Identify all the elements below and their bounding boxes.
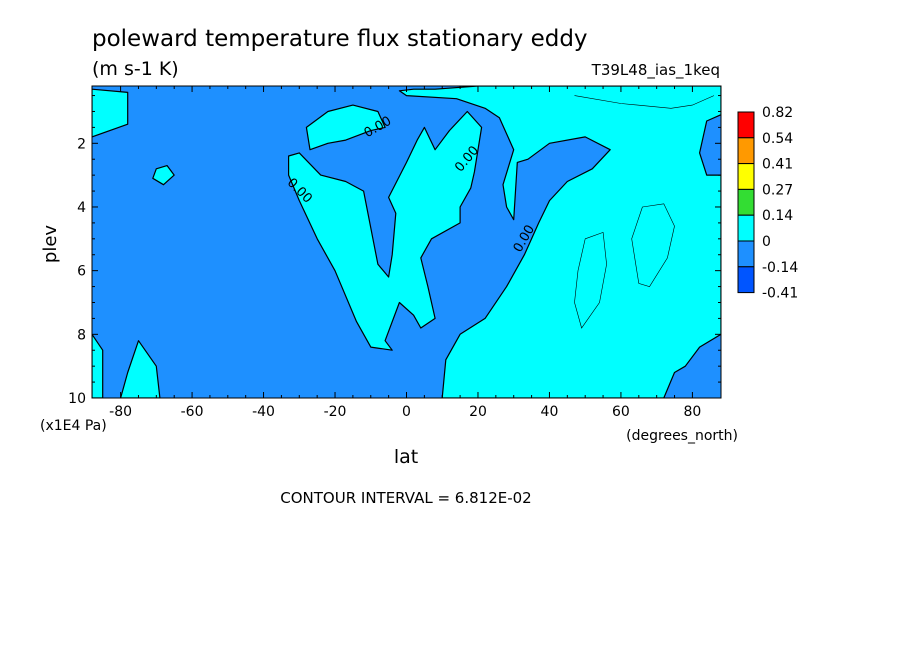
y-tick-label: 10 bbox=[68, 391, 86, 407]
colorbar-swatch-0 bbox=[737, 111, 755, 139]
colorbar-swatch-5 bbox=[737, 240, 755, 268]
contour-interval: CONTOUR INTERVAL = 6.812E-02 bbox=[280, 489, 531, 507]
y-tick-label: 8 bbox=[77, 327, 86, 343]
colorbar-label-3: 0.27 bbox=[762, 182, 793, 198]
contour-region-8 bbox=[398, 86, 721, 398]
chart-units: (m s-1 K) bbox=[92, 58, 179, 80]
thin-contours bbox=[574, 95, 715, 329]
colorbar-swatch-6 bbox=[737, 266, 755, 294]
x-tick-label: 60 bbox=[612, 404, 630, 420]
x-tick-label: 40 bbox=[541, 404, 559, 420]
contour-region-7 bbox=[305, 104, 386, 151]
y-units: (x1E4 Pa) bbox=[40, 418, 107, 434]
colorbar-swatch-2 bbox=[737, 163, 755, 190]
y-tick-label: 6 bbox=[77, 264, 86, 280]
y-tick-label: 4 bbox=[77, 200, 86, 216]
contour-region-4 bbox=[119, 340, 161, 398]
x-axis-label: lat bbox=[394, 446, 418, 468]
x-tick-label: -80 bbox=[109, 404, 132, 420]
colorbar-label-0: 0.82 bbox=[762, 105, 793, 121]
colorbar-swatch-3 bbox=[737, 188, 755, 216]
y-tick-label: 2 bbox=[77, 136, 86, 152]
x-tick-label: 0 bbox=[402, 404, 411, 420]
thin-contour-2 bbox=[574, 95, 715, 109]
x-tick-label: 80 bbox=[683, 404, 701, 420]
chart-title: poleward temperature flux stationary edd… bbox=[92, 26, 588, 52]
run-label: T39L48_ias_1keq bbox=[591, 61, 720, 80]
axis-ticks: -80 -60 -40 -20 0 20 40 60 80 2 4 6 8 10 bbox=[68, 86, 721, 420]
x-tick-label: -40 bbox=[252, 404, 275, 420]
colorbar: 0.82 0.54 0.41 0.27 0.14 0 -0.14 -0.41 bbox=[737, 105, 798, 302]
colorbar-label-4: 0.14 bbox=[762, 208, 793, 224]
x-tick-label: 20 bbox=[469, 404, 487, 420]
colorbar-swatch-4 bbox=[737, 214, 755, 242]
colorbar-label-5: 0 bbox=[762, 234, 771, 250]
colorbar-label-7: -0.41 bbox=[762, 286, 798, 302]
thin-contour-1 bbox=[631, 203, 675, 287]
x-tick-label: -20 bbox=[324, 404, 347, 420]
contour-region-1 bbox=[92, 88, 129, 138]
colorbar-swatch-1 bbox=[737, 137, 755, 165]
x-units: (degrees_north) bbox=[626, 428, 738, 444]
x-tick-label: -60 bbox=[181, 404, 204, 420]
colorbar-label-6: -0.14 bbox=[762, 260, 798, 276]
contour-region-2 bbox=[152, 165, 175, 186]
colorbar-label-1: 0.54 bbox=[762, 131, 793, 147]
plot-area: 0.000.000.000.00 -80 -60 -40 -20 0 20 40 60 8024… bbox=[68, 85, 722, 420]
contour-region-6 bbox=[288, 110, 483, 351]
colorbar-label-2: 0.41 bbox=[762, 157, 793, 173]
y-axis-label: plev bbox=[40, 225, 61, 264]
thin-contour-0 bbox=[574, 231, 607, 329]
